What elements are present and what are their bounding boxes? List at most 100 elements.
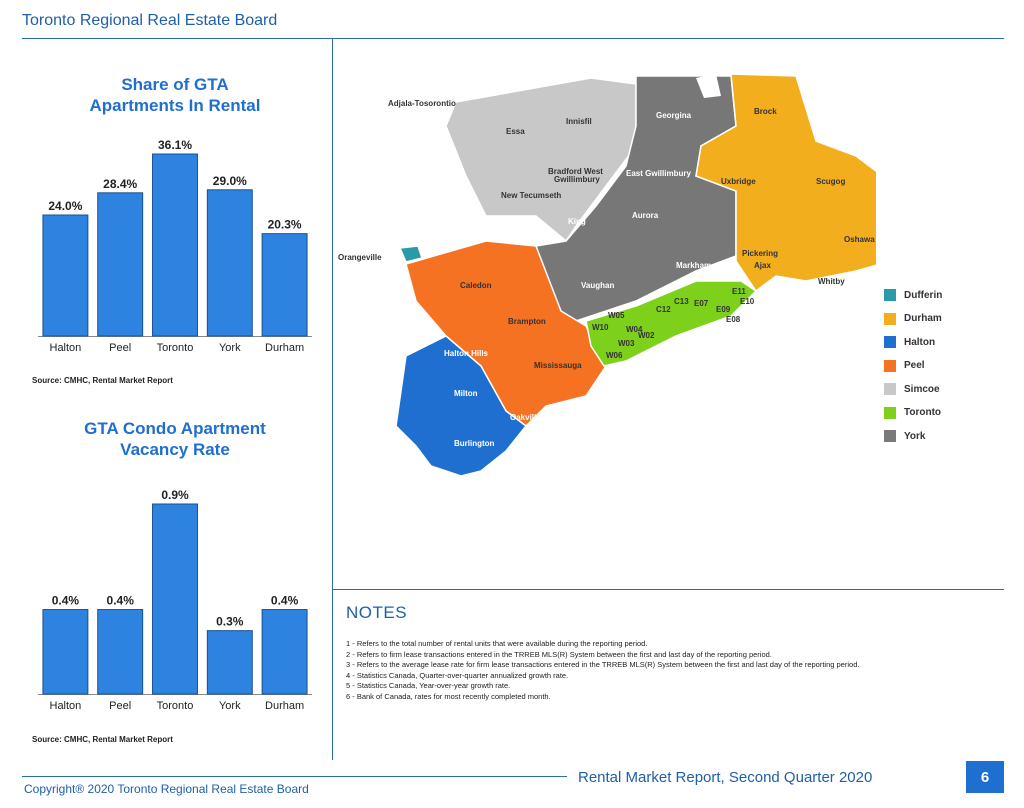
legend-label: York <box>904 430 926 442</box>
svg-text:E11: E11 <box>732 287 746 296</box>
chart-2-tick-label: Toronto <box>157 700 194 712</box>
svg-text:Innisfil: Innisfil <box>566 117 592 126</box>
chart-1-data-label: 36.1% <box>158 138 192 152</box>
svg-text:Orangeville: Orangeville <box>338 253 382 262</box>
chart-2-title-line-1: GTA Condo Apartment <box>84 419 266 438</box>
copyright: Copyright® 2020 Toronto Regional Real Es… <box>24 782 309 796</box>
svg-text:C12: C12 <box>656 305 671 314</box>
svg-text:W06: W06 <box>606 351 623 360</box>
legend-item-simcoe: Simcoe <box>884 383 940 395</box>
svg-text:Oshawa: Oshawa <box>844 235 875 244</box>
note-item: 2 - Refers to firm lease transactions en… <box>346 649 772 659</box>
chart-1-tick-label: Peel <box>109 342 131 354</box>
footer-rule-left <box>22 776 567 777</box>
chart-1-bar-york <box>206 189 253 337</box>
legend-item-peel: Peel <box>884 359 925 372</box>
chart-2-bar-halton <box>42 609 89 695</box>
chart-2-data-label: 0.9% <box>161 488 189 502</box>
legend-label: Toronto <box>904 407 942 418</box>
chart-1-data-label: 24.0% <box>48 199 82 213</box>
chart-2-tick-label: Peel <box>109 700 131 712</box>
chart-2-bar-york <box>206 630 253 695</box>
svg-text:Scugog: Scugog <box>816 177 845 186</box>
svg-text:W05: W05 <box>608 311 625 320</box>
chart-2-vacancy-rate: 0.4% Halton 0.4% Peel 0.9% Toronto 0.3% York 0.4… <box>38 488 312 712</box>
notes-title: NOTES <box>346 603 408 622</box>
chart-2-data-label: 0.4% <box>107 594 135 608</box>
map-region-halton <box>395 335 528 477</box>
chart-1-apartments-in-rental: 24.0% Halton 28.4% Peel 36.1% Toronto 29.0% Yor… <box>38 138 312 354</box>
chart-2-tick-label: Halton <box>50 700 82 712</box>
chart-2-data-label: 0.3% <box>216 615 244 629</box>
chart-1-title: Share of GTA Apartments In Rental <box>30 74 320 116</box>
legend-label: Peel <box>904 360 925 371</box>
legend-swatch <box>884 289 896 301</box>
column-divider <box>332 39 333 760</box>
svg-text:Mississauga: Mississauga <box>534 361 582 370</box>
chart-2-bar-peel <box>97 609 144 695</box>
svg-text:Uxbridge: Uxbridge <box>721 177 756 186</box>
legend-item-toronto: Toronto <box>884 406 942 419</box>
map-region-simcoe <box>445 77 637 243</box>
legend-label: Simcoe <box>904 383 940 395</box>
legend-label: Halton <box>904 336 936 348</box>
svg-text:Georgina: Georgina <box>656 111 692 120</box>
legend-item-york: York <box>884 430 926 442</box>
chart-1-data-label: 20.3% <box>268 218 302 232</box>
svg-text:Brampton: Brampton <box>508 317 546 326</box>
svg-text:Bradford West: Bradford West <box>548 167 603 176</box>
chart-2-bar-durham <box>261 609 308 695</box>
report-title: Rental Market Report, Second Quarter 202… <box>578 769 873 786</box>
svg-text:Milton: Milton <box>454 389 478 398</box>
notes-rule <box>333 589 1004 590</box>
brand-name: Toronto Regional Real Estate Board <box>22 12 278 29</box>
chart-1-tick-label: York <box>219 342 241 354</box>
chart-2-source: Source: CMHC, Rental Market Report <box>32 735 173 744</box>
chart-1-bar-peel <box>97 192 144 337</box>
note-item: 6 - Bank of Canada, rates for most recen… <box>346 691 551 701</box>
chart-2-data-label: 0.4% <box>52 594 80 608</box>
chart-1-data-label: 29.0% <box>213 174 247 188</box>
svg-text:W10: W10 <box>592 323 609 332</box>
chart-2-title: GTA Condo Apartment Vacancy Rate <box>30 418 320 460</box>
map-lake <box>696 74 721 98</box>
svg-text:E08: E08 <box>726 315 741 324</box>
svg-text:Halton Hills: Halton Hills <box>444 349 489 358</box>
legend-item-durham: Durham <box>884 312 942 325</box>
legend-swatch <box>884 359 896 372</box>
legend-item-halton: Halton <box>884 336 935 348</box>
svg-text:Caledon: Caledon <box>460 281 492 290</box>
note-item: 5 - Statistics Canada, Year-over-year gr… <box>346 681 511 691</box>
svg-text:Ajax: Ajax <box>754 261 771 270</box>
svg-text:Pickering: Pickering <box>742 249 778 258</box>
svg-text:Whitby: Whitby <box>818 277 845 286</box>
svg-text:C13: C13 <box>674 297 689 306</box>
svg-text:Aurora: Aurora <box>632 211 659 220</box>
notes-list: 1 - Refers to the total number of rental… <box>346 639 859 703</box>
legend-swatch <box>884 312 896 325</box>
svg-text:E10: E10 <box>740 297 755 306</box>
legend-swatch <box>884 430 896 442</box>
note-item: 1 - Refers to the total number of rental… <box>346 639 648 648</box>
legend-swatch <box>884 336 896 348</box>
svg-text:Brock: Brock <box>754 107 777 116</box>
svg-text:W04: W04 <box>626 325 643 334</box>
chart-2-tick-label: Durham <box>265 700 304 712</box>
chart-2-data-label: 0.4% <box>271 594 299 608</box>
svg-text:Adjala-Tosorontio: Adjala-Tosorontio <box>388 99 456 108</box>
legend-item-dufferin: Dufferin <box>884 289 942 301</box>
svg-text:King: King <box>568 217 586 226</box>
legend-swatch <box>884 406 896 419</box>
page-number: 6 <box>966 761 1004 793</box>
chart-2-bar-toronto <box>152 503 198 695</box>
map-region-toronto <box>585 280 758 367</box>
chart-1-title-line-2: Apartments In Rental <box>89 96 261 115</box>
svg-text:W02: W02 <box>638 331 655 340</box>
map-region-dufferin <box>398 245 423 263</box>
chart-1-data-label: 28.4% <box>103 177 137 191</box>
chart-2-title-line-2: Vacancy Rate <box>120 440 230 459</box>
svg-text:Gwillimbury: Gwillimbury <box>554 175 600 184</box>
chart-1-title-line-1: Share of GTA <box>121 75 229 94</box>
svg-text:E09: E09 <box>716 305 731 314</box>
svg-text:Oakville: Oakville <box>510 413 541 422</box>
